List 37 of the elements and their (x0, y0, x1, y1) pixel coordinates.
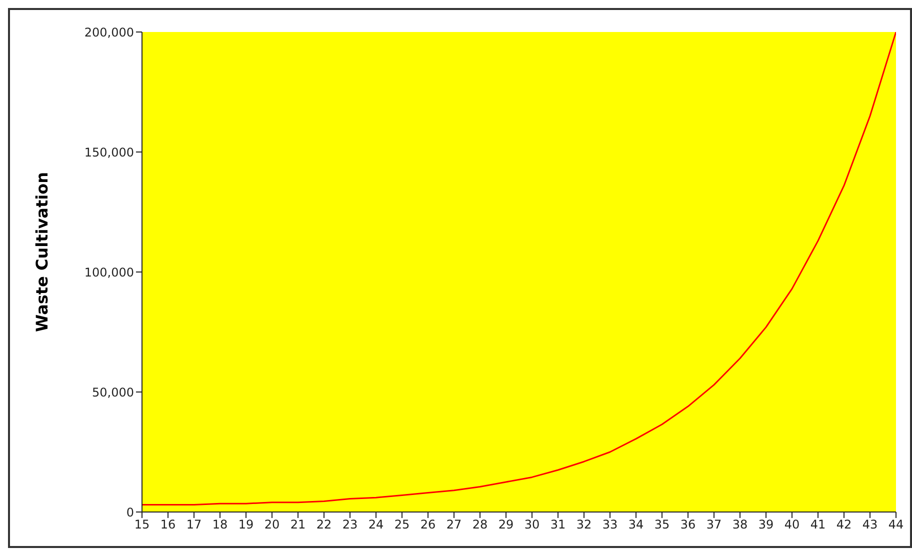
y-tick-label: 100,000 (84, 265, 134, 280)
x-tick-label: 37 (706, 518, 722, 532)
x-tick-label: 42 (836, 518, 852, 532)
x-tick-label: 21 (290, 518, 306, 532)
x-tick-label: 16 (160, 518, 176, 532)
x-tick-label: 28 (472, 518, 488, 532)
x-tick-label: 19 (238, 518, 254, 532)
x-tick-label: 31 (550, 518, 566, 532)
x-tick-label: 32 (576, 518, 592, 532)
x-tick-label: 20 (264, 518, 280, 532)
x-tick-label: 29 (498, 518, 514, 532)
x-tick-label: 39 (758, 518, 774, 532)
x-tick-label: 24 (368, 518, 384, 532)
x-tick-label: 38 (732, 518, 748, 532)
x-tick-label: 23 (342, 518, 358, 532)
line-series (142, 32, 896, 506)
y-tick-label: 150,000 (84, 145, 134, 160)
x-tick-label: 30 (524, 518, 540, 532)
x-tick-label: 36 (680, 518, 696, 532)
x-tick-label: 17 (186, 518, 202, 532)
x-tick-label: 26 (420, 518, 436, 532)
y-tick-label: 200,000 (84, 25, 134, 40)
x-tick-label: 41 (810, 518, 826, 532)
x-tick-label: 22 (316, 518, 332, 532)
y-axis-title: Waste Cultivation (32, 172, 52, 332)
y-tick-label: 50,000 (92, 385, 134, 400)
x-tick-label: 18 (212, 518, 228, 532)
x-tick-label: 27 (446, 518, 462, 532)
x-tick-label: 33 (602, 518, 618, 532)
x-tick-label: 44 (888, 518, 904, 532)
x-tick-label: 35 (654, 518, 670, 532)
y-tick-label: 0 (126, 505, 134, 520)
x-tick-label: 25 (394, 518, 410, 532)
x-tick-label: 15 (134, 518, 150, 532)
x-tick-label: 34 (628, 518, 644, 532)
x-tick-label: 40 (784, 518, 800, 532)
x-tick-label: 43 (862, 518, 878, 532)
